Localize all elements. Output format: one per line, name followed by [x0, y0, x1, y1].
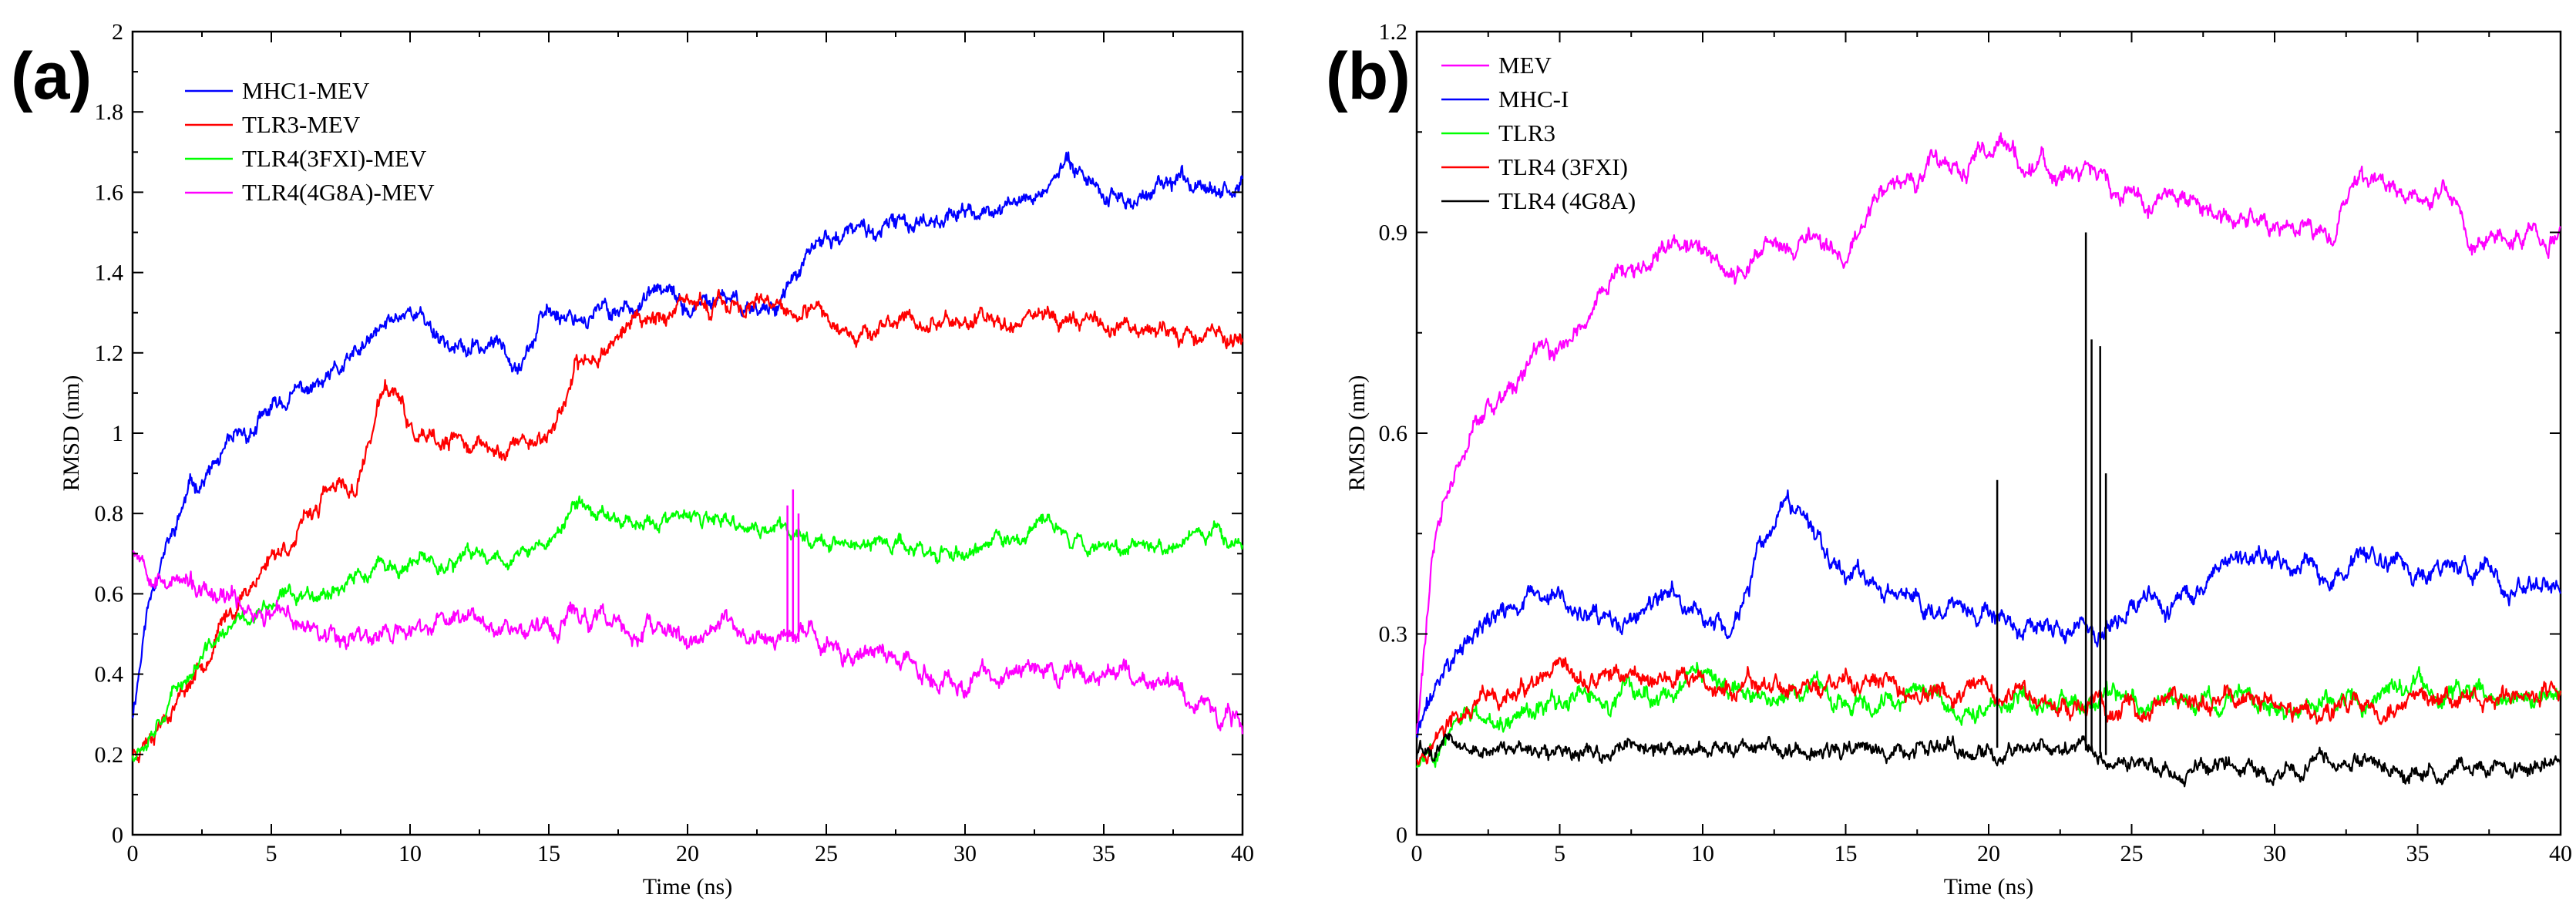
y-tick-label: 0.4	[95, 662, 124, 688]
x-tick-label: 20	[676, 841, 699, 866]
series-line-mhc-i	[1415, 489, 2562, 738]
x-tick-label: 35	[1092, 841, 1115, 866]
panel-b-axis-ticks: 0 5 10 15 20 25 30 35 40 0 0.3 0.6 0.9 1.2	[1379, 19, 2573, 866]
legend-label: MHC1-MEV	[242, 77, 370, 104]
y-tick-label: 0.3	[1379, 622, 1408, 647]
panel-a-x-axis-title: Time (ns)	[643, 874, 732, 900]
x-tick-label: 5	[266, 841, 277, 866]
legend-label: TLR3	[1498, 119, 1555, 146]
panel-b-series-group	[1415, 132, 2562, 788]
panel-a-axis-ticks: 0 5 10 15 20 25 30 35 40 0 0.2 0.4 0.6 0.8 1 1.2 1.4 1.6 1…	[95, 19, 1255, 866]
panel-a-plot-frame	[131, 30, 1244, 836]
y-tick-label: 1.2	[95, 341, 124, 366]
legend-label: TLR4(3FXI)-MEV	[242, 145, 427, 172]
y-tick-label: 2	[112, 19, 123, 45]
panel-b-legend: MEV MHC-I TLR3 TLR4 (3FXI) TLR4 (4G8A)	[1441, 52, 1636, 214]
y-tick-label: 1.8	[95, 99, 124, 125]
series-line-tlr4-3fxi-	[1416, 657, 2562, 766]
x-tick-label: 40	[2549, 841, 2572, 866]
y-tick-label: 0	[1396, 822, 1407, 848]
y-tick-label: 1.2	[1379, 19, 1408, 45]
x-tick-label: 40	[1231, 841, 1254, 866]
series-line-mev	[1415, 132, 2561, 735]
x-tick-label: 0	[1411, 841, 1423, 866]
x-tick-label: 10	[399, 841, 422, 866]
panel-a-series-group	[131, 151, 1244, 764]
x-tick-label: 15	[1834, 841, 1858, 866]
legend-label: TLR4 (3FXI)	[1498, 153, 1628, 180]
x-tick-label: 15	[537, 841, 560, 866]
x-tick-label: 30	[2263, 841, 2286, 866]
series-line-tlr4-4g8a-	[1415, 733, 2562, 788]
x-tick-label: 30	[953, 841, 977, 866]
x-tick-label: 35	[2406, 841, 2430, 866]
x-tick-label: 10	[1691, 841, 1714, 866]
panel-a-label: (a)	[11, 39, 92, 113]
y-tick-label: 0.8	[95, 501, 124, 526]
legend-label: TLR3-MEV	[242, 111, 361, 138]
series-line-tlr4-4g8a-mev	[132, 550, 1244, 735]
x-tick-label: 0	[127, 841, 139, 866]
series-line-mhc1-mev	[131, 151, 1244, 719]
series-line-tlr4-3fxi-mev	[131, 495, 1244, 762]
y-tick-label: 0.6	[95, 581, 124, 607]
panel-b-y-axis-title: RMSD (nm)	[1344, 375, 1370, 492]
legend-label: MHC-I	[1498, 86, 1569, 113]
y-tick-label: 0	[112, 822, 123, 848]
y-tick-label: 0.6	[1379, 421, 1408, 446]
x-tick-label: 25	[815, 841, 838, 866]
panel-b-x-axis-title: Time (ns)	[1944, 874, 2033, 900]
panel-a: (a) 0 5 10 15 20 25 30 35 40 0 0.2 0.4 0.6 0.8 1 1.2 1.4…	[11, 19, 1254, 900]
series-line-tlr3-mev	[131, 288, 1244, 764]
panel-a-y-axis-title: RMSD (nm)	[59, 375, 84, 492]
panel-a-legend: MHC1-MEV TLR3-MEV TLR4(3FXI)-MEV TLR4(4G8A)…	[185, 77, 435, 206]
legend-label: TLR4(4G8A)-MEV	[242, 179, 435, 206]
legend-label: MEV	[1498, 52, 1552, 79]
x-tick-label: 25	[2120, 841, 2144, 866]
y-tick-label: 1.6	[95, 180, 124, 205]
y-tick-label: 0.9	[1379, 220, 1408, 246]
y-tick-label: 1	[112, 421, 123, 446]
y-tick-label: 1.4	[95, 261, 124, 286]
panel-b-label: (b)	[1326, 39, 1411, 113]
x-tick-label: 5	[1554, 841, 1565, 866]
panel-b: (b) 0 5 10 15 20 25 30 35 40 0 0.3 0.6 0.9 1.2 MEV MHC…	[1326, 19, 2572, 900]
y-tick-label: 0.2	[95, 742, 124, 768]
x-tick-label: 20	[1977, 841, 2000, 866]
legend-label: TLR4 (4G8A)	[1498, 187, 1636, 214]
